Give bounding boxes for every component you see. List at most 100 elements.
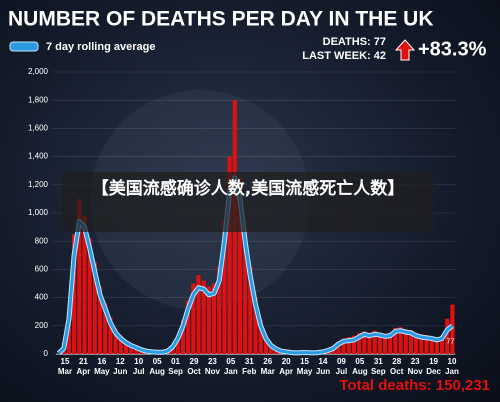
x-tick-month: Jul (336, 367, 348, 376)
x-tick-month: Oct (187, 367, 201, 376)
x-tick-day: 05 (355, 357, 364, 366)
x-tick-day: 31 (374, 357, 383, 366)
y-tick-label: 1,800 (28, 95, 49, 104)
y-tick-label: 400 (35, 293, 49, 302)
x-tick-day: 23 (208, 357, 217, 366)
bar (56, 353, 61, 354)
x-tick-day: 21 (79, 357, 88, 366)
x-tick-day: 19 (429, 357, 438, 366)
x-tick-month: Jul (133, 367, 145, 376)
x-tick-day: 15 (61, 357, 70, 366)
x-tick-month: Jun (113, 367, 127, 376)
x-tick-day: 09 (337, 357, 346, 366)
bar (367, 332, 372, 354)
bar (82, 215, 87, 354)
x-tick-month: Jan (445, 367, 459, 376)
bar (362, 331, 367, 354)
x-tick-month: May (94, 367, 110, 376)
bar (129, 344, 134, 354)
end-label: 77 (447, 339, 455, 346)
x-tick-day: 23 (411, 357, 420, 366)
bar (263, 335, 268, 354)
bar (97, 286, 103, 354)
x-tick-day: 16 (97, 357, 106, 366)
bar (227, 156, 232, 354)
x-tick-day: 10 (134, 357, 143, 366)
bar (450, 304, 455, 354)
bar (346, 337, 351, 354)
bar (382, 333, 388, 354)
x-tick-month: Jan (224, 367, 238, 376)
x-tick-month: Dec (426, 367, 441, 376)
bar (92, 262, 97, 354)
bar (113, 328, 118, 354)
x-tick-month: Apr (279, 367, 293, 376)
bar (186, 300, 191, 354)
bar (123, 340, 129, 354)
bar (191, 283, 196, 354)
bar (108, 317, 113, 354)
x-tick-day: 26 (263, 357, 272, 366)
y-tick-label: 1,000 (28, 208, 49, 217)
total-deaths: Total deaths: 150,231 (339, 377, 490, 394)
bar (175, 335, 180, 354)
bar (180, 320, 186, 354)
x-tick-month: Jun (316, 367, 330, 376)
bar (424, 334, 429, 354)
change-text: +83.3% (418, 38, 487, 60)
bar (118, 335, 123, 354)
x-tick-month: Nov (205, 367, 221, 376)
bar (87, 238, 92, 354)
bar (217, 266, 222, 354)
last-week-text: LAST WEEK: 42 (302, 50, 386, 62)
bar (439, 335, 445, 354)
y-tick-label: 1,400 (28, 152, 49, 161)
bar (341, 338, 346, 354)
bar (222, 220, 227, 354)
x-tick-day: 31 (245, 357, 254, 366)
bar (429, 336, 434, 354)
up-arrow (394, 39, 416, 61)
bar (77, 198, 82, 354)
y-tick-label: 600 (35, 265, 49, 274)
x-tick-month: May (297, 367, 313, 376)
x-tick-day: 20 (282, 357, 291, 366)
bar (398, 327, 403, 354)
y-tick-label: 2,000 (28, 67, 49, 76)
y-tick-label: 1,600 (28, 124, 49, 133)
x-tick-month: Aug (352, 367, 368, 376)
bar (434, 337, 439, 354)
y-tick-label: 200 (35, 321, 49, 330)
bar (351, 335, 357, 354)
x-tick-day: 14 (319, 357, 328, 366)
deaths-text: DEATHS: 77 (323, 36, 386, 48)
x-tick-month: Mar (58, 367, 72, 376)
bar (206, 286, 211, 354)
bar (258, 320, 263, 354)
caption: 【美国流感确诊人数,美国流感死亡人数】 (62, 172, 434, 232)
x-tick-month: Aug (149, 367, 165, 376)
bar (243, 227, 248, 354)
bar (393, 327, 398, 354)
x-tick-day: 10 (448, 357, 457, 366)
x-tick-day: 28 (392, 357, 401, 366)
bar (237, 177, 243, 354)
x-tick-day: 05 (226, 357, 235, 366)
bar (445, 318, 450, 354)
chart-title: NUMBER OF DEATHS PER DAY IN THE UK (8, 8, 434, 31)
bar (372, 330, 377, 354)
bar (72, 234, 77, 354)
bar (403, 329, 408, 354)
bar (268, 343, 274, 354)
x-tick-day: 05 (153, 357, 162, 366)
average-line (57, 176, 454, 355)
bar (414, 332, 419, 354)
bar (336, 342, 341, 354)
bar (357, 332, 362, 354)
x-tick-day: 01 (171, 357, 180, 366)
x-tick-month: Apr (77, 367, 91, 376)
x-tick-month: Sep (371, 367, 386, 376)
y-tick-label: 1,200 (28, 180, 49, 189)
x-tick-day: 15 (300, 357, 309, 366)
x-tick-month: Oct (390, 367, 404, 376)
